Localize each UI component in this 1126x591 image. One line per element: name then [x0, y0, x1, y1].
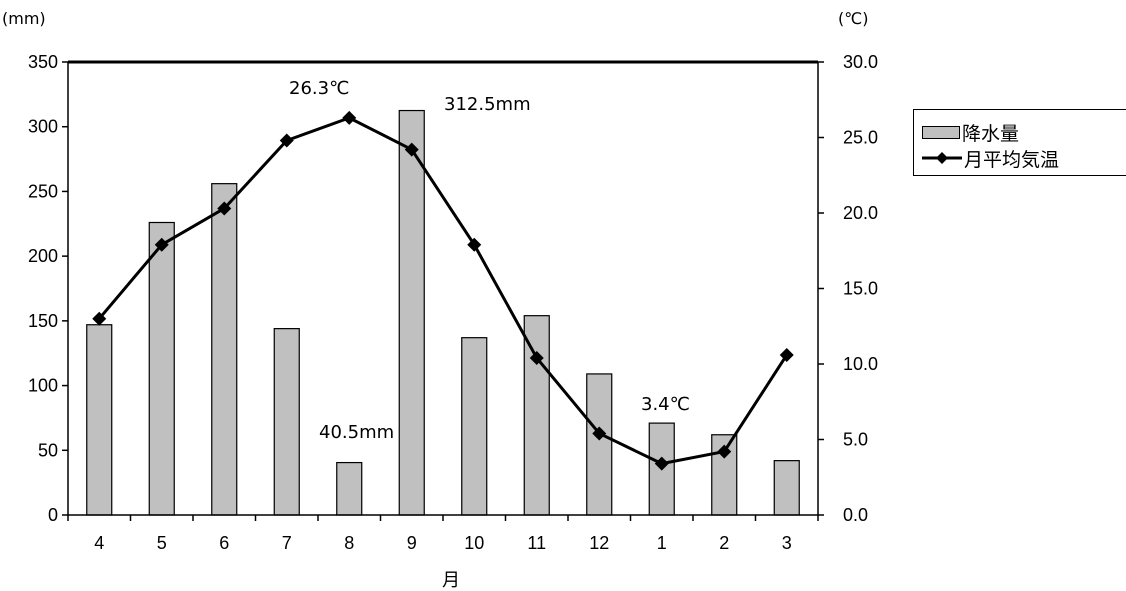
temperature-line [92, 110, 794, 471]
annotation-min-precip: 40.5mm [319, 422, 394, 443]
precipitation-bar [461, 337, 488, 516]
y-left-tick-label: 200 [28, 246, 58, 266]
temperature-point [92, 311, 107, 326]
y-right-tick-label: 10.0 [843, 354, 878, 374]
chart-labels: (mm) (℃) 月 26.3℃ 312.5mm 40.5mm 3.4℃ [2, 9, 868, 591]
y-right-tick-label: 5.0 [843, 430, 868, 450]
temperature-point [154, 237, 169, 252]
legend-bar-swatch [922, 125, 960, 139]
precipitation-bar [211, 183, 238, 516]
y-left-tick-label: 0 [48, 505, 58, 525]
y-left-tick-label: 300 [28, 117, 58, 137]
precipitation-bar [148, 221, 175, 516]
y-right-tick-label: 20.0 [843, 203, 878, 223]
precipitation-bar [523, 315, 550, 516]
x-tick-label: 9 [407, 533, 417, 553]
temperature-point [717, 444, 732, 459]
temperature-point [654, 456, 669, 471]
x-tick-label: 1 [657, 533, 667, 553]
legend-item-precipitation: 降水量 [922, 120, 1020, 145]
y-right-unit: (℃) [838, 9, 868, 28]
x-tick-label: 2 [719, 533, 729, 553]
x-tick-label: 12 [589, 533, 609, 553]
temperature-point [217, 201, 232, 216]
axes: 0 50 100 150 200 250 300 350 0.0 5.0 10.0 15.0 20.0 2… [28, 52, 878, 553]
temperature-point [529, 350, 544, 365]
x-tick-label: 3 [782, 533, 792, 553]
x-tick-label: 5 [157, 533, 167, 553]
precipitation-bars [86, 109, 800, 516]
y-left-tick-label: 50 [38, 440, 58, 460]
x-axis-title: 月 [442, 570, 460, 591]
y-left-tick-label: 100 [28, 376, 58, 396]
y-right-tick-label: 30.0 [843, 52, 878, 72]
legend-label-temperature: 月平均気温 [964, 148, 1060, 171]
annotation-min-temp: 3.4℃ [641, 394, 690, 415]
x-tick-label: 7 [282, 533, 292, 553]
y-right-tick-label: 0.0 [843, 505, 868, 525]
legend: 降水量 月平均気温 [913, 109, 1126, 176]
x-tick-label: 8 [344, 533, 354, 553]
temperature-point [592, 426, 607, 441]
x-tick-label: 6 [219, 533, 229, 553]
precipitation-bar [273, 328, 300, 516]
x-tick-label: 10 [464, 533, 484, 553]
temperature-point [279, 133, 294, 148]
y-left-tick-label: 350 [28, 52, 58, 72]
x-tick-label: 4 [94, 533, 104, 553]
temperature-point [467, 237, 482, 252]
precipitation-bar [398, 109, 425, 516]
precipitation-bar [586, 373, 613, 516]
temperature-point [404, 142, 419, 157]
y-left-unit: (mm) [2, 9, 46, 28]
y-left-tick-label: 150 [28, 311, 58, 331]
legend-label-precipitation: 降水量 [962, 122, 1020, 145]
precipitation-bar [336, 461, 363, 516]
legend-item-temperature: 月平均気温 [922, 146, 1060, 171]
precipitation-bar [773, 460, 800, 516]
y-left-tick-label: 250 [28, 181, 58, 201]
annotation-max-precip: 312.5mm [444, 94, 531, 115]
y-right-tick-label: 15.0 [843, 279, 878, 299]
x-tick-label: 11 [527, 533, 546, 553]
temperature-point [779, 347, 794, 362]
annotation-max-temp: 26.3℃ [289, 78, 349, 99]
temperature-polyline [98, 116, 789, 466]
temperature-point [342, 110, 357, 125]
legend-line-swatch [922, 152, 962, 164]
y-right-tick-label: 25.0 [843, 128, 878, 148]
precipitation-bar [86, 324, 113, 516]
